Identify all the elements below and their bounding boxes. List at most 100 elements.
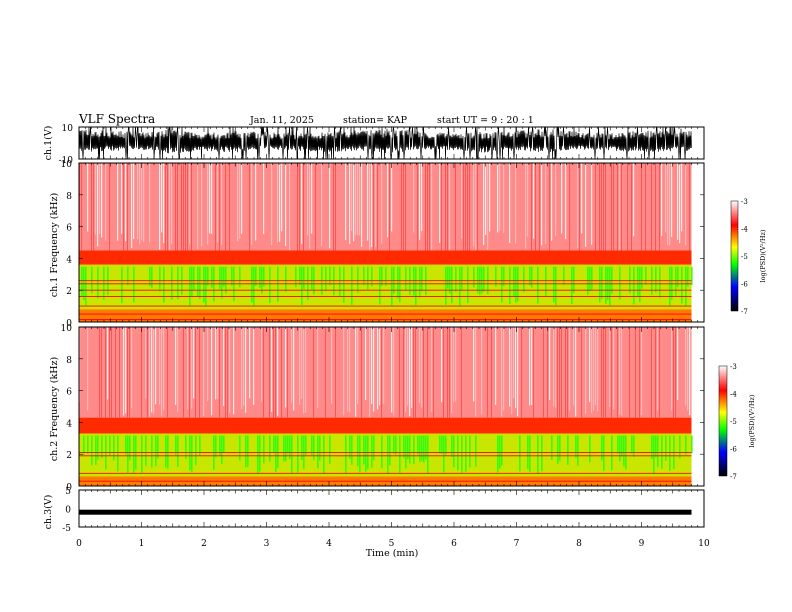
- ch2-spec-green-patch: [273, 435, 275, 454]
- ch2-spec-streak: [125, 327, 127, 414]
- ch1-ytick-label: 10: [62, 124, 74, 134]
- ch2-spec-green-patch: [329, 435, 331, 464]
- ch2-spec-streak: [461, 327, 462, 418]
- ch2-spec-streak: [603, 327, 604, 418]
- ch1-spec-streak: [631, 163, 632, 251]
- ch2-spec-colorbar-tick-label: -4: [730, 391, 737, 399]
- ch1-spec-green-patch: [677, 266, 679, 288]
- ch2-spec-green-patch: [453, 435, 455, 468]
- ch1-spec-green-patch: [467, 266, 469, 304]
- ch2-spec-streak: [553, 327, 555, 407]
- ch1-spec-green-patch: [477, 266, 479, 294]
- ch2-spec-green-patch: [421, 435, 423, 462]
- ch1-spec-green-patch: [419, 266, 421, 298]
- ch2-spec-streak: [141, 327, 142, 418]
- ch1-spec-streak: [181, 163, 182, 251]
- ch1-spec-streak: [93, 163, 94, 251]
- ch1-spec-green-patch: [367, 266, 369, 290]
- ch1-spec-streak: [613, 163, 614, 251]
- ch1-spec-streak: [531, 163, 532, 251]
- ch1-spec-ytick-label: 0: [66, 319, 72, 329]
- ch2-spec-green-patch: [157, 435, 159, 459]
- ch2-spec-streak: [677, 327, 679, 401]
- ch2-spec-green-patch: [395, 435, 397, 455]
- ch2-spec-streak: [383, 327, 385, 404]
- ch1-spec-green-patch: [509, 266, 511, 305]
- ch2-spec-streak: [275, 327, 276, 418]
- ch1-spec-green-patch: [685, 266, 687, 307]
- ch1-spec-green-patch: [251, 266, 253, 303]
- ch1-spec-green-patch: [513, 266, 515, 297]
- figure-title: VLF Spectra: [78, 112, 155, 126]
- ch2-spec-green-patch: [277, 435, 279, 468]
- ch2-spec-green-patch: [83, 435, 85, 456]
- ch2-spec-streak: [131, 327, 133, 409]
- ch1-spec-green-patch: [127, 266, 129, 286]
- ch2-spec-streak: [293, 327, 295, 411]
- ch1-spec-streak: [165, 163, 166, 251]
- ch1-spec-streak: [91, 163, 92, 251]
- ch2-spec-green-patch: [345, 435, 347, 474]
- ch2-spec-green-patch: [357, 435, 359, 467]
- ch1-spec-streak: [277, 163, 279, 243]
- ch1-spec-streak: [279, 163, 281, 242]
- ch2-spec-upper-band: [79, 327, 692, 418]
- ch2-spec-streak: [145, 327, 147, 399]
- ch1-spec-green-patch: [609, 266, 611, 306]
- ch1-spec-green-patch: [405, 266, 407, 291]
- ch2-spec-green-patch: [87, 435, 89, 454]
- ch1-spec-green-patch: [531, 266, 533, 288]
- ch1-spec-colorbar-tick-label: -7: [741, 308, 748, 316]
- ch2-spec-streak: [569, 327, 571, 411]
- ch2-spec-green-patch: [529, 435, 531, 472]
- ch1-spec-streak: [689, 163, 690, 251]
- ch1-spec-green-patch: [85, 266, 87, 306]
- ch2-spec-ytick-label: 0: [66, 483, 72, 493]
- ch1-spec-streak: [219, 163, 220, 251]
- ch2-spec-streak: [481, 327, 483, 415]
- ch1-spec-streak: [549, 163, 550, 251]
- ch2-spec-green-patch: [291, 435, 293, 474]
- ch1-spectrogram-panel: 0 2 4 6 8 10 -3 -4 -5 -6 -7: [61, 160, 749, 329]
- ch1-spec-streak: [533, 163, 535, 239]
- ch1-trace: [78, 126, 692, 160]
- ch1-spec-green-patch: [121, 266, 123, 304]
- ch1-spec-streak: [497, 163, 499, 233]
- ch2-spec-streak: [303, 327, 305, 414]
- ch1-spec-streak: [551, 163, 553, 241]
- ch1-spec-streak: [355, 163, 357, 235]
- ch1-spec-green-patch: [193, 266, 195, 291]
- ch1-spec-green-patch: [299, 266, 301, 285]
- ch1-spec-streak: [603, 163, 604, 251]
- ch2-spec-streak: [585, 327, 587, 414]
- ch2-spec-streak: [503, 327, 505, 411]
- ch2-spec-streak: [547, 327, 548, 418]
- ch1-spec-green-patch: [211, 266, 213, 288]
- ch2-spec-green-patch: [399, 435, 401, 473]
- ch1-spec-streak: [475, 163, 477, 250]
- ch1-spec-streak: [441, 163, 442, 251]
- ch3-trace: [79, 509, 692, 515]
- ch1-spec-streak: [499, 163, 501, 231]
- ch1-spec-streak: [361, 163, 363, 247]
- ch1-spec-streak: [125, 163, 127, 242]
- ch1-spec-green-patch: [133, 266, 135, 303]
- ch2-spec-streak: [349, 327, 351, 413]
- ch1-spec-green-patch: [481, 266, 483, 294]
- ch2-spec-streak: [153, 327, 155, 414]
- ch2-spec-streak: [119, 327, 120, 418]
- ch2-spec-streak: [271, 327, 273, 412]
- ch1-spec-green-patch: [639, 266, 641, 303]
- ch1-spec-green-patch: [537, 266, 539, 304]
- ch2-spec-streak: [595, 327, 597, 406]
- ch2-spec-streak: [147, 327, 148, 418]
- ch1-spec-streak: [333, 163, 334, 251]
- ch3-frame: [78, 489, 705, 528]
- ch1-spec-green-patch: [675, 266, 677, 296]
- ch2-spec-green-patch: [567, 435, 569, 465]
- ch2-spec-streak: [617, 327, 618, 418]
- ch1-spec-streak: [229, 163, 230, 251]
- ch1-spec-green-patch: [329, 266, 331, 286]
- ch1-spec-streak: [515, 163, 517, 244]
- ch2-spec-streak: [501, 327, 503, 417]
